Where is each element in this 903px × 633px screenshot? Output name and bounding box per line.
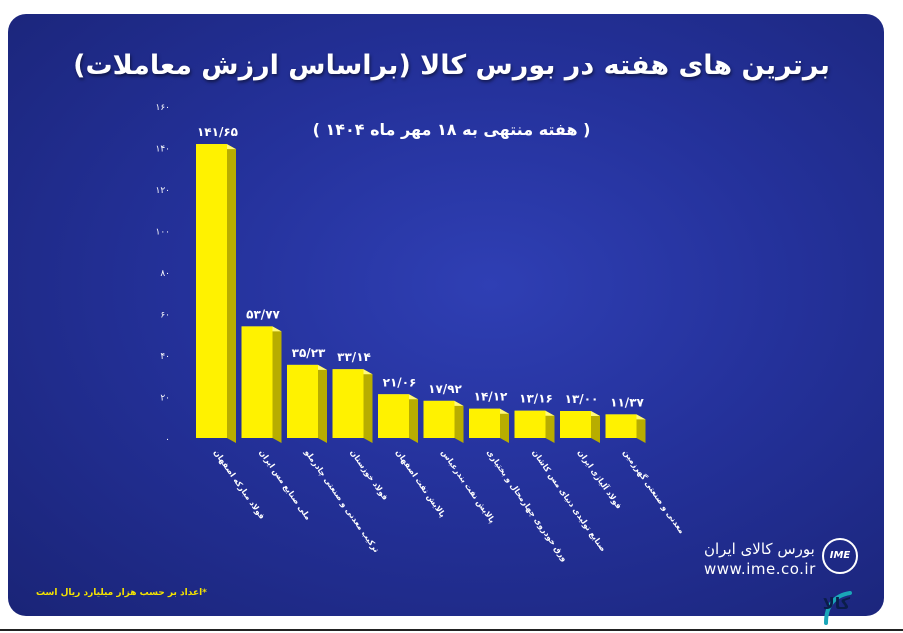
- bar-side: [545, 410, 555, 443]
- bar-value-label: ۱۴/۱۲: [474, 390, 508, 404]
- bar-value-label: ۵۳/۷۷: [246, 307, 280, 321]
- bar-side: [363, 369, 373, 443]
- bar-value-label: ۱۷/۹۲: [428, 382, 462, 396]
- x-tick-label: فولاد آلیاژی ایران: [576, 447, 624, 510]
- bar: [514, 410, 555, 443]
- bar: [332, 369, 373, 443]
- x-tick-label: ورق خودروی چهارمحال و بختیاری: [485, 448, 569, 563]
- x-tick-label: ترکیب معدنی و صنعتی چادرملو: [302, 447, 381, 554]
- chart-title: برترین های هفته در بورس کالا (براساس ارز…: [73, 50, 830, 81]
- bar-front: [378, 394, 409, 438]
- y-tick-label: ۱۶۰: [155, 103, 170, 113]
- bar-front: [196, 144, 227, 439]
- bar-front: [605, 414, 637, 438]
- bars: [196, 144, 646, 444]
- corner-mark-text: کالا خبر: [820, 594, 851, 613]
- y-tick-label: ۴۰: [160, 352, 170, 362]
- bar-side: [500, 408, 509, 443]
- bar: [605, 414, 646, 443]
- bar: [241, 326, 282, 443]
- bar-side: [409, 394, 418, 443]
- logo-url[interactable]: www.ime.co.ir: [704, 560, 816, 578]
- bar-front: [287, 364, 318, 438]
- ime-badge-icon: IME: [822, 538, 858, 574]
- chart-card: [8, 14, 884, 616]
- bar-front: [241, 326, 273, 438]
- footnote: *اعداد بر حسب هزار میلیارد ریال است: [36, 588, 207, 598]
- bar-front: [423, 400, 455, 438]
- bar-side: [318, 364, 327, 443]
- bar-front: [469, 408, 500, 438]
- bar-front: [514, 410, 546, 438]
- bar-value-label: ۲۱/۰۶: [383, 375, 417, 389]
- logo-name: بورس کالای ایران: [704, 540, 815, 558]
- bar-side: [272, 326, 282, 443]
- bar: [560, 411, 600, 443]
- bar-side: [454, 400, 464, 443]
- bar: [378, 394, 418, 443]
- bar: [196, 144, 236, 444]
- bar: [287, 364, 327, 443]
- bar-value-label: ۱۳/۱۶: [519, 392, 553, 406]
- kala-khabar-logo-icon: کالا خبر: [820, 591, 852, 625]
- bottom-divider: [0, 629, 903, 631]
- y-tick-label: ۶۰: [160, 311, 170, 321]
- bar-value-label: ۳۳/۱۴: [337, 350, 371, 364]
- y-tick-label: ۸۰: [160, 269, 170, 279]
- y-tick-label: ۱۰۰: [155, 228, 170, 238]
- bar-side: [227, 144, 236, 444]
- y-axis: ۰ ۲۰ ۴۰ ۶۰ ۸۰ ۱۰۰ ۱۲۰ ۱۴۰ ۱۶۰: [155, 103, 170, 445]
- y-tick-label: ۰: [165, 435, 170, 445]
- ime-logo[interactable]: بورس کالای ایران www.ime.co.ir IME: [700, 532, 870, 582]
- bar: [469, 408, 509, 443]
- y-tick-label: ۱۲۰: [155, 186, 170, 196]
- bar-front: [560, 411, 591, 438]
- x-tick-label: فولاد مبارکه اصفهان: [212, 448, 267, 521]
- y-tick-label: ۲۰: [160, 394, 170, 404]
- bar-value-label: ۱۴۱/۶۵: [197, 125, 238, 139]
- bar-value-label: ۳۵/۲۳: [292, 346, 326, 360]
- bar-front: [332, 369, 364, 438]
- value-labels: ۱۴۱/۶۵ ۵۳/۷۷ ۳۵/۲۳ ۳۳/۱۴ ۲۱/۰۶ ۱۷/۹۲ ۱۴/۱۲ ۱۳/۱…: [197, 125, 645, 409]
- bar-side: [636, 414, 646, 443]
- x-tick-label: ملی صنایع مس ایران: [257, 448, 313, 522]
- chart-subtitle: ( هفته منتهی به ۱۸ مهر ماه ۱۴۰۴ ): [312, 120, 591, 139]
- y-tick-label: ۱۴۰: [155, 145, 170, 155]
- bar: [423, 400, 464, 443]
- bar-value-label: ۱۱/۳۷: [610, 395, 644, 409]
- x-tick-label: فولاد خوزستان: [348, 448, 389, 502]
- x-tick-label: صنایع تولیدی دنیای مس کاشان: [530, 448, 608, 554]
- bar-side: [591, 411, 600, 443]
- x-tick-label: پالایش نفت اصفهان: [393, 448, 447, 520]
- x-tick-label: معدنی و صنعتی گهرزمین: [621, 447, 687, 535]
- bar-value-label: ۱۳/۰۰: [565, 392, 599, 406]
